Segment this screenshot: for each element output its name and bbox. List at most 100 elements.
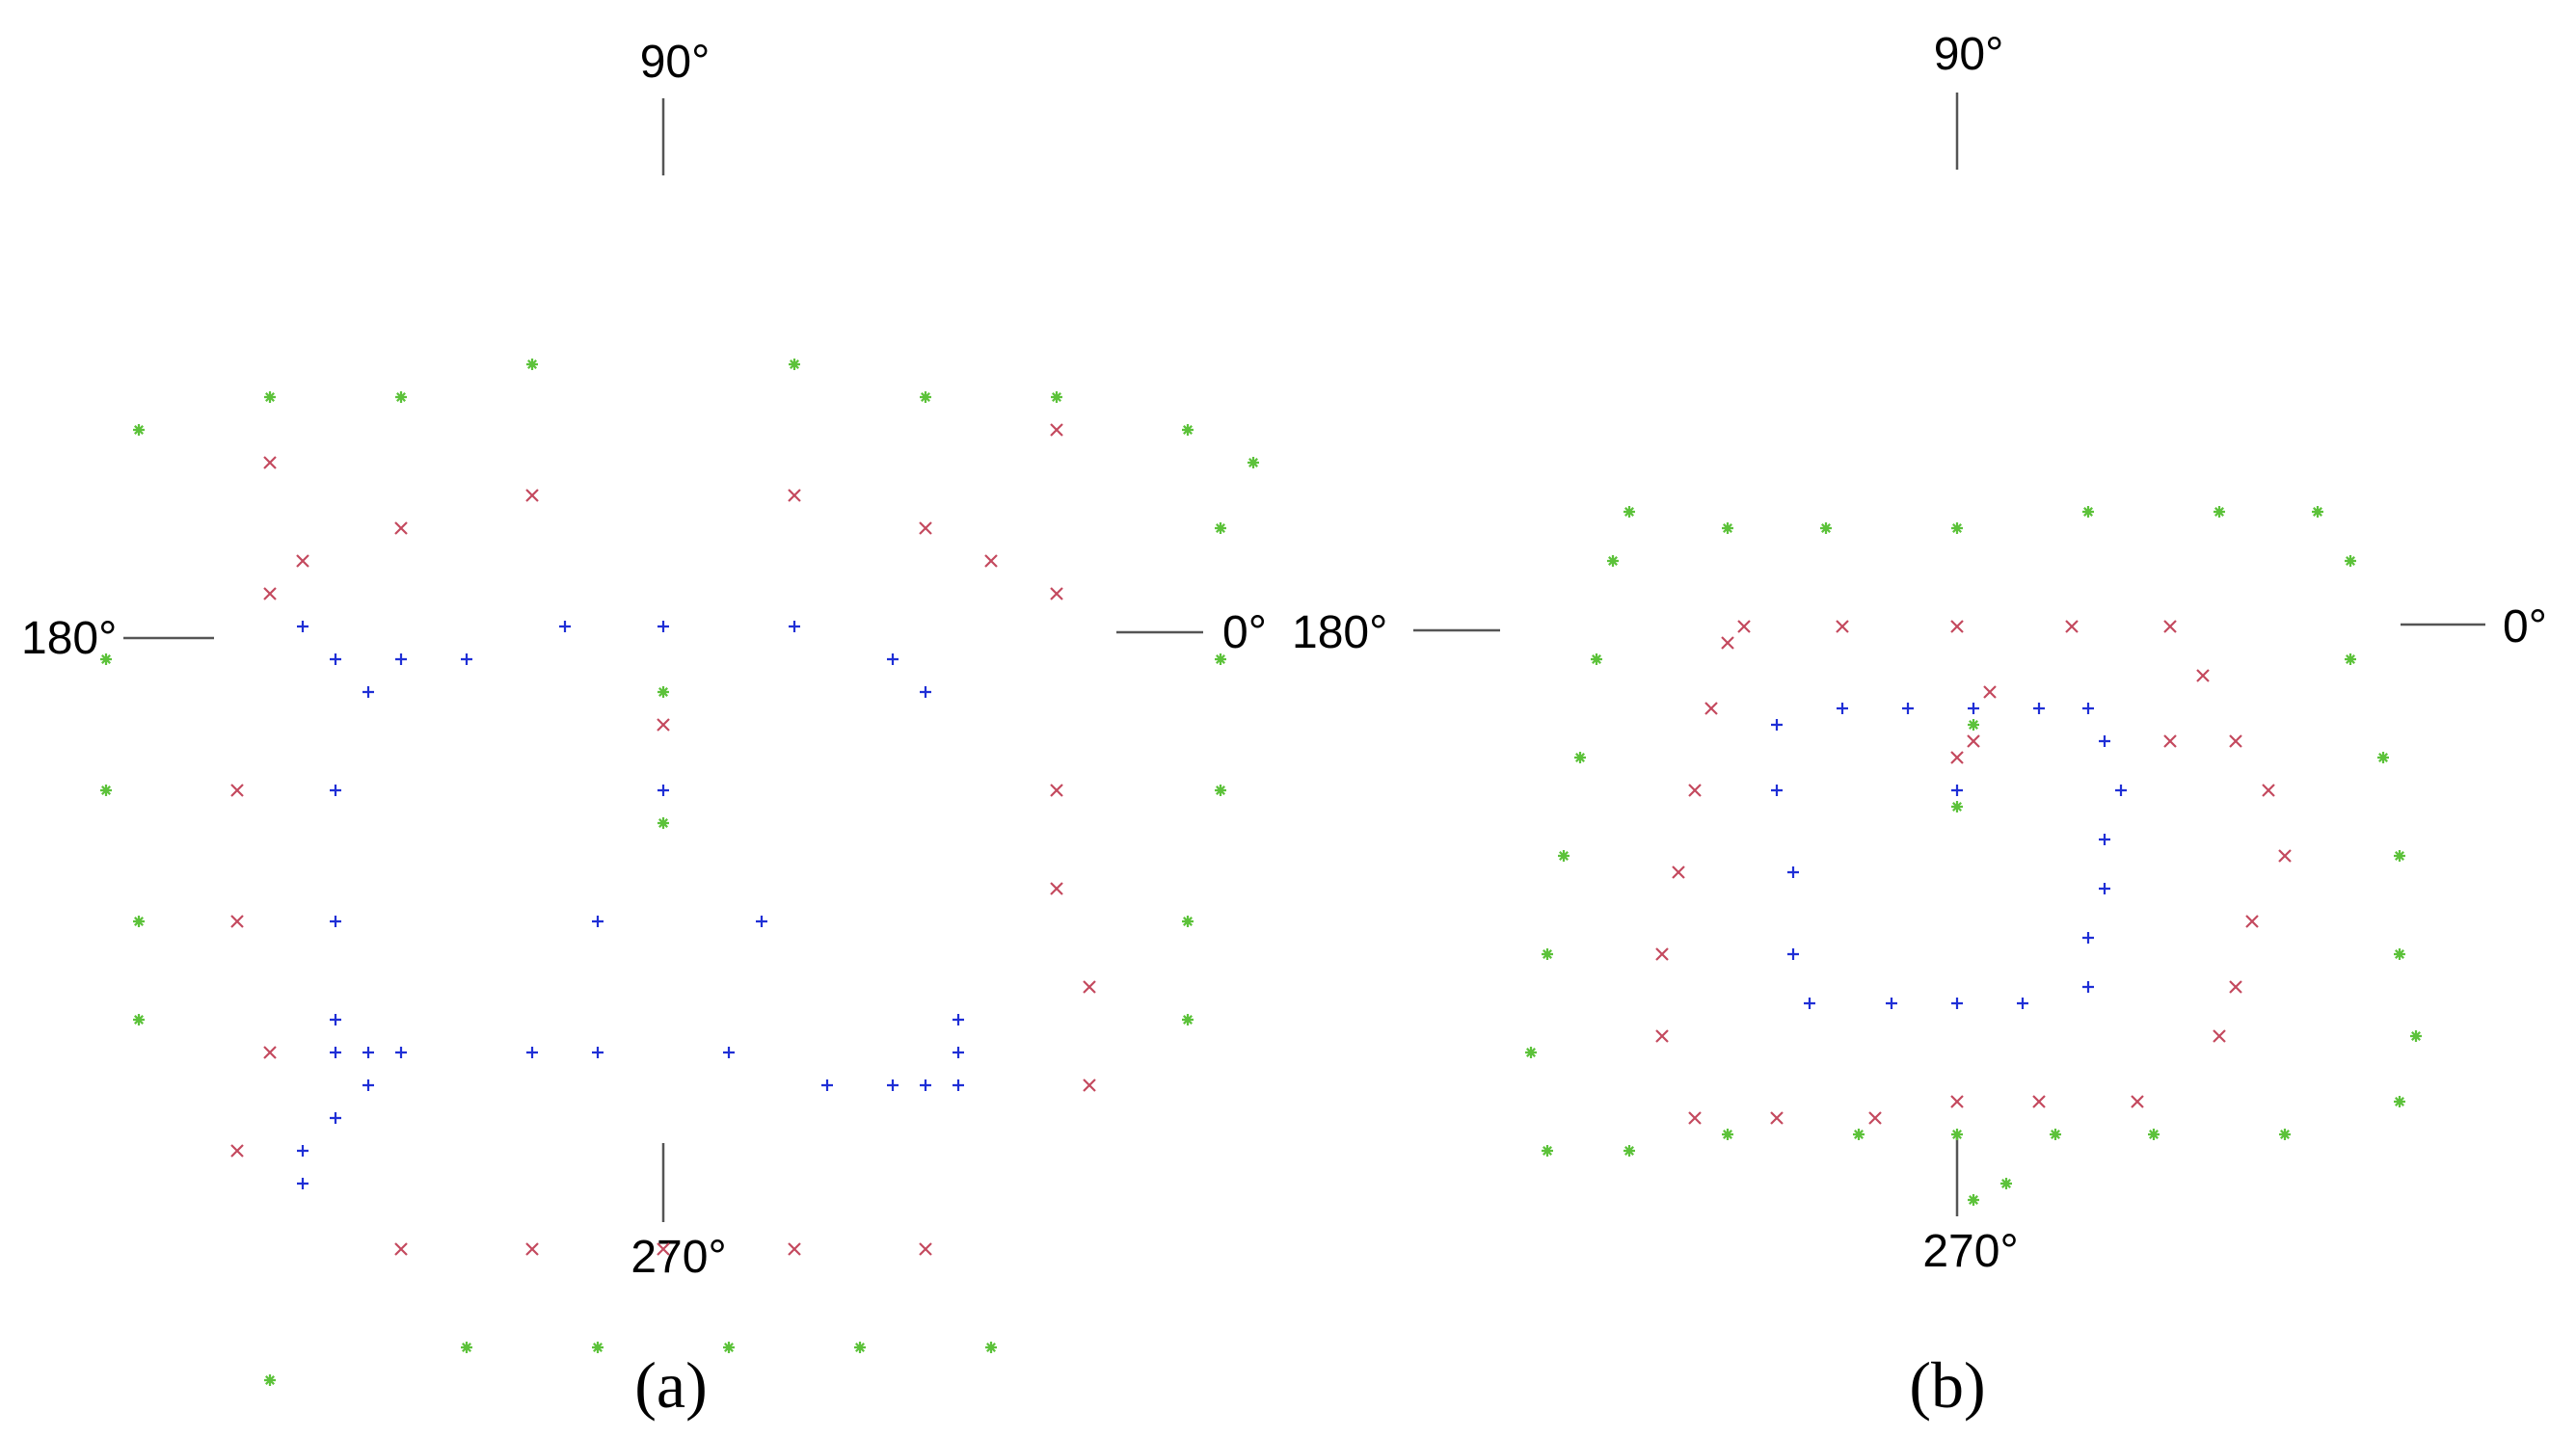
data-point-star-marker xyxy=(1951,1129,1963,1140)
data-point-plus-marker xyxy=(920,1079,931,1091)
panel-caption: (b) xyxy=(1909,1348,1985,1422)
data-point-cross-marker xyxy=(1950,1095,1964,1108)
data-point-star-marker xyxy=(985,1342,997,1353)
data-point-plus-marker xyxy=(330,1047,341,1058)
data-point-star-marker xyxy=(133,424,145,436)
data-point-star-marker xyxy=(789,359,800,370)
data-point-plus-marker xyxy=(461,653,472,665)
data-point-cross-marker xyxy=(1655,947,1669,961)
data-point-star-marker xyxy=(920,391,931,403)
data-point-plus-marker xyxy=(1837,703,1848,714)
data-point-cross-marker xyxy=(2131,1095,2144,1108)
data-point-star-marker xyxy=(526,359,538,370)
data-point-star-marker xyxy=(264,391,276,403)
data-point-cross-marker xyxy=(1050,882,1063,895)
data-point-cross-marker xyxy=(1983,685,1997,699)
data-point-cross-marker xyxy=(1836,620,1849,633)
scatter-plot-area xyxy=(100,359,1259,1386)
data-point-plus-marker xyxy=(526,1047,538,1058)
data-point-cross-marker xyxy=(2213,1029,2226,1043)
data-point-star-marker xyxy=(2050,1129,2061,1140)
data-point-cross-marker xyxy=(1688,784,1702,797)
data-point-cross-marker xyxy=(230,1144,244,1158)
data-point-star-marker xyxy=(1215,785,1226,796)
data-point-plus-marker xyxy=(362,1079,374,1091)
data-point-star-marker xyxy=(1542,1145,1553,1157)
data-point-cross-marker xyxy=(394,1242,408,1256)
series-green xyxy=(100,359,1259,1386)
data-point-star-marker xyxy=(1215,653,1226,665)
data-point-star-marker xyxy=(723,1342,735,1353)
data-point-plus-marker xyxy=(953,1079,964,1091)
series-red xyxy=(1655,620,2292,1125)
data-point-cross-marker xyxy=(1655,1029,1669,1043)
data-point-cross-marker xyxy=(525,1242,539,1256)
data-point-cross-marker xyxy=(1737,620,1751,633)
data-point-plus-marker xyxy=(2099,834,2110,845)
data-point-plus-marker xyxy=(1968,703,1979,714)
data-point-plus-marker xyxy=(330,916,341,927)
data-point-star-marker xyxy=(2279,1129,2291,1140)
data-point-star-marker xyxy=(395,391,407,403)
data-point-cross-marker xyxy=(296,554,309,568)
data-point-star-marker xyxy=(461,1342,472,1353)
data-point-plus-marker xyxy=(1951,998,1963,1009)
data-point-cross-marker xyxy=(1083,980,1096,994)
data-point-star-marker xyxy=(1051,391,1062,403)
data-point-plus-marker xyxy=(887,1079,899,1091)
data-point-plus-marker xyxy=(2082,703,2094,714)
direction-label-180: 180° xyxy=(21,613,117,664)
direction-label-90: 90° xyxy=(1934,29,2004,80)
data-point-cross-marker xyxy=(2245,915,2259,928)
series-blue xyxy=(297,621,964,1189)
data-point-cross-marker xyxy=(1868,1111,1882,1125)
data-point-plus-marker xyxy=(1804,998,1815,1009)
data-point-star-marker xyxy=(100,653,112,665)
data-point-plus-marker xyxy=(559,621,571,632)
data-point-cross-marker xyxy=(1704,702,1718,715)
data-point-plus-marker xyxy=(953,1047,964,1058)
direction-label-270: 270° xyxy=(631,1232,726,1283)
data-point-cross-marker xyxy=(263,587,277,600)
data-point-cross-marker xyxy=(788,1242,801,1256)
data-point-cross-marker xyxy=(263,1046,277,1059)
data-point-star-marker xyxy=(1215,522,1226,534)
data-point-plus-marker xyxy=(297,1178,309,1189)
data-point-cross-marker xyxy=(1050,587,1063,600)
data-point-plus-marker xyxy=(2099,735,2110,747)
data-point-star-marker xyxy=(1182,916,1194,927)
data-point-plus-marker xyxy=(362,686,374,698)
data-point-plus-marker xyxy=(821,1079,833,1091)
data-point-star-marker xyxy=(2345,555,2356,567)
data-point-cross-marker xyxy=(788,489,801,502)
data-point-plus-marker xyxy=(395,653,407,665)
panel-caption: (a) xyxy=(634,1348,707,1422)
data-point-star-marker xyxy=(2082,506,2094,518)
data-point-cross-marker xyxy=(1721,636,1734,650)
data-point-plus-marker xyxy=(1771,785,1783,796)
data-point-star-marker xyxy=(1722,1129,1733,1140)
data-point-plus-marker xyxy=(362,1047,374,1058)
data-point-cross-marker xyxy=(2032,1095,2046,1108)
data-point-star-marker xyxy=(2394,850,2405,862)
data-point-star-marker xyxy=(2410,1030,2422,1042)
data-point-plus-marker xyxy=(395,1047,407,1058)
data-point-plus-marker xyxy=(592,916,604,927)
data-point-cross-marker xyxy=(1688,1111,1702,1125)
data-point-star-marker xyxy=(657,686,669,698)
data-point-cross-marker xyxy=(1672,865,1685,879)
series-red xyxy=(230,423,1096,1256)
data-point-cross-marker xyxy=(2065,620,2079,633)
data-point-star-marker xyxy=(1968,1194,1979,1206)
data-point-star-marker xyxy=(2148,1129,2160,1140)
data-point-star-marker xyxy=(2377,752,2389,763)
data-point-star-marker xyxy=(1182,1014,1194,1025)
data-point-plus-marker xyxy=(789,621,800,632)
data-point-star-marker xyxy=(133,1014,145,1025)
data-point-cross-marker xyxy=(230,915,244,928)
panel-a: 90° 180° 0° 270° (a) xyxy=(21,37,1267,1422)
data-point-cross-marker xyxy=(1083,1078,1096,1092)
data-point-star-marker xyxy=(1968,719,1979,731)
data-point-plus-marker xyxy=(330,1112,341,1124)
